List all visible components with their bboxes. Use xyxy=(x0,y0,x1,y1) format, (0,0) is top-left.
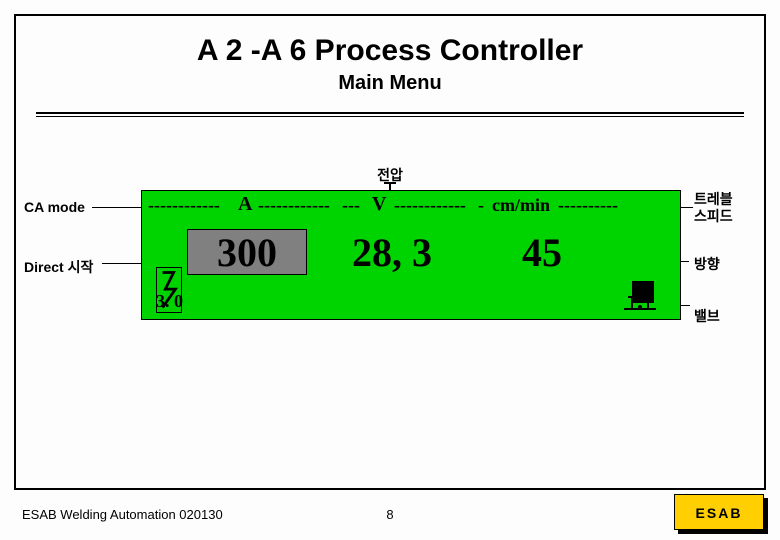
value-voltage: 28, 3 xyxy=(352,229,432,276)
callout-direction: 방향 xyxy=(694,254,720,274)
unit-row: ------------ A ------------ --- V ------… xyxy=(142,191,680,221)
unit-cmmin: cm/min xyxy=(492,195,550,216)
value-bottom: 3. 0 xyxy=(156,291,183,312)
esab-logo: ESAB xyxy=(674,494,764,530)
callout-direct-start: Direct 시작 xyxy=(24,257,93,277)
controller-display: ------------ A ------------ --- V ------… xyxy=(141,190,681,320)
unit-a: A xyxy=(238,193,252,216)
dash-4: ---------- xyxy=(558,195,618,216)
callout-valve: 밸브 xyxy=(694,306,720,326)
dash-1: ------------ xyxy=(148,195,220,216)
callout-travel-speed: 트레블 스피드 xyxy=(694,191,733,225)
value-travel-speed: 45 xyxy=(522,229,562,276)
dash-2b: --- xyxy=(342,195,360,216)
dash-3b: - xyxy=(478,195,484,216)
value-amperage: 300 xyxy=(187,229,307,275)
callout-travel-line1: 트레블 xyxy=(694,191,733,207)
connector-ca xyxy=(92,207,147,208)
valve-icon xyxy=(622,289,658,311)
callout-ca-mode: CA mode xyxy=(24,199,85,215)
footer-page-number: 8 xyxy=(0,507,780,522)
dash-3: ------------ xyxy=(394,195,466,216)
dash-2: ------------ xyxy=(258,195,330,216)
connector-voltage-arrowl xyxy=(384,182,396,184)
page-subtitle: Main Menu xyxy=(0,72,780,95)
unit-v: V xyxy=(372,193,386,216)
page-title: A 2 -A 6 Process Controller xyxy=(0,34,780,68)
callout-travel-line2: 스피드 xyxy=(694,208,733,224)
title-divider xyxy=(36,112,744,117)
